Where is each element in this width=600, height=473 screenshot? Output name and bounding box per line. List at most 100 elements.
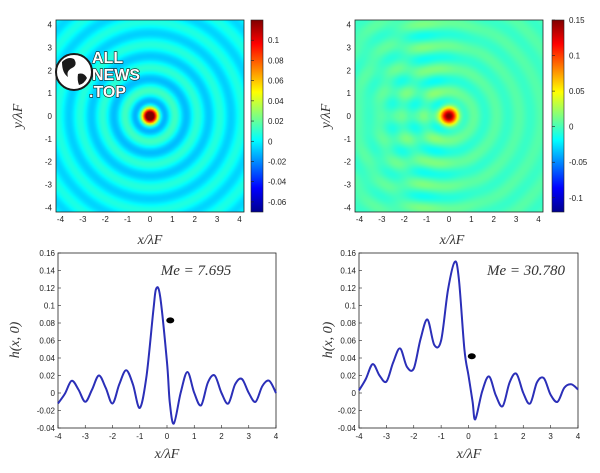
x-tick-label: -3 xyxy=(79,215,87,224)
x-tick-label: -4 xyxy=(355,432,363,441)
memory-parameter-left: Me = 7.695 xyxy=(160,263,232,279)
y-axis-label-right: y/λF xyxy=(319,103,334,130)
x-tick-label: -1 xyxy=(136,432,144,441)
y-tick-label: -0.04 xyxy=(338,424,357,433)
y-tick-label: -0.02 xyxy=(338,407,357,416)
x-tick-labels-left: -4 -3 -2 -1 0 1 2 3 4 xyxy=(57,215,242,224)
colorbar-tick-label: 0 xyxy=(268,137,273,146)
globe-icon xyxy=(55,53,93,91)
colorbar-tick-label: -0.1 xyxy=(569,194,583,203)
y-tick-label: 4 xyxy=(347,21,352,30)
watermark-line-2: NEWS xyxy=(92,67,140,84)
x-axis-label-left: x/λF xyxy=(137,233,163,248)
y-axis-label-bottom-right: h(x, 0) xyxy=(321,321,336,358)
wave-field-image-left xyxy=(56,20,244,212)
x-tick-label: -2 xyxy=(102,215,110,224)
x-tick-label: -1 xyxy=(438,432,446,441)
x-tick-label: 4 xyxy=(274,432,279,441)
y-axis-label-bottom-left: h(x, 0) xyxy=(8,321,23,358)
x-tick-label: -1 xyxy=(124,215,132,224)
x-tick-label: -2 xyxy=(401,215,409,224)
y-tick-labels-right: -4 -3 -2 -1 0 1 2 3 4 xyxy=(344,21,352,213)
y-tick-label: 0.1 xyxy=(44,302,56,311)
y-tick-label: 0 xyxy=(347,112,352,121)
y-tick-label: -1 xyxy=(344,135,352,144)
x-tick-label: 4 xyxy=(576,432,581,441)
x-tick-label: -3 xyxy=(82,432,90,441)
x-tick-label: 1 xyxy=(469,215,474,224)
drop-marker-right xyxy=(467,353,476,360)
plot-frame-right xyxy=(358,252,579,429)
colorbar-tick-label: 0.06 xyxy=(268,77,284,86)
colorbar-left xyxy=(250,19,264,213)
y-tick-label: -3 xyxy=(45,181,53,190)
y-tick-label: -4 xyxy=(344,203,352,212)
x-tick-label: 2 xyxy=(492,215,497,224)
y-tick-label: -0.02 xyxy=(37,407,56,416)
colorbar-tick-label: -0.05 xyxy=(569,158,588,167)
x-tick-label: 0 xyxy=(165,432,170,441)
x-tick-label: -3 xyxy=(383,432,391,441)
colorbar-tick-label: 0.15 xyxy=(569,16,585,25)
height-profile-curve-right xyxy=(358,260,579,421)
wave-field-image-right xyxy=(355,20,543,212)
y-tick-label: -3 xyxy=(344,181,352,190)
y-tick-label: 0.02 xyxy=(340,372,356,381)
x-tick-label: -3 xyxy=(378,215,386,224)
x-tick-label: 1 xyxy=(170,215,175,224)
y-tick-label: 0.12 xyxy=(340,284,356,293)
y-tick-label: -2 xyxy=(344,158,352,167)
y-tick-label: 0.12 xyxy=(39,284,55,293)
y-tick-label: 2 xyxy=(48,66,53,75)
watermark-line-1: ALL xyxy=(92,50,123,67)
x-tick-label: -4 xyxy=(356,215,364,224)
x-tick-label: 2 xyxy=(193,215,198,224)
x-tick-label: -2 xyxy=(410,432,418,441)
heatmap-frame-left xyxy=(55,19,245,213)
x-tick-label: 1 xyxy=(192,432,197,441)
x-tick-label: 3 xyxy=(215,215,220,224)
y-tick-label: 0.06 xyxy=(39,337,55,346)
drop-marker-left xyxy=(166,317,175,324)
colorbar-tick-label: 0.02 xyxy=(268,117,284,126)
x-tick-label: 0 xyxy=(447,215,452,224)
x-tick-labels-right: -4 -3 -2 -1 0 1 2 3 4 xyxy=(356,215,541,224)
colorbar-tick-label: -0.04 xyxy=(268,178,287,187)
axis-ticks-left: -4 -3 -2 -1 0 1 2 3 4 0.16 0.14 0.12 0.1 0.08 0.06 0.04… xyxy=(37,249,279,441)
y-tick-label: -4 xyxy=(45,203,53,212)
colorbar-tick-label: 0.1 xyxy=(268,36,280,45)
x-tick-label: 2 xyxy=(521,432,526,441)
y-tick-label: 1 xyxy=(347,89,352,98)
colorbar-tick-label: 0.1 xyxy=(569,52,581,61)
height-profile-curve-left xyxy=(57,286,277,425)
y-tick-label: 0 xyxy=(51,389,56,398)
x-tick-label: 2 xyxy=(219,432,224,441)
y-tick-label: 0.14 xyxy=(340,267,356,276)
x-tick-label: 3 xyxy=(514,215,519,224)
y-tick-label: 0.14 xyxy=(39,267,55,276)
y-tick-label: -1 xyxy=(45,135,53,144)
plot-frame-left xyxy=(57,252,277,429)
y-tick-label: 0.1 xyxy=(345,302,357,311)
y-tick-label: 4 xyxy=(48,21,53,30)
x-tick-label: -4 xyxy=(57,215,65,224)
x-tick-label: 0 xyxy=(148,215,153,224)
watermark-logo: ALL NEWS .TOP xyxy=(55,49,141,102)
y-tick-label: 3 xyxy=(48,43,53,52)
colorbar-ticks-right: 0.15 0.1 0.05 0 -0.05 -0.1 xyxy=(552,16,588,203)
x-tick-label: 3 xyxy=(247,432,252,441)
x-tick-label: 0 xyxy=(466,432,471,441)
y-tick-label: 1 xyxy=(48,89,53,98)
colorbar-tick-label: -0.06 xyxy=(268,198,287,207)
y-tick-label: 0 xyxy=(48,112,53,121)
colorbar-tick-label: 0 xyxy=(569,123,574,132)
line-plot-left: -4 -3 -2 -1 0 1 2 3 4 0.16 0.14 0.12 0.1 0.08 0.06 0.04… xyxy=(8,249,279,462)
x-tick-label: -2 xyxy=(109,432,117,441)
x-axis-label-bottom-right: x/λF xyxy=(456,447,482,462)
memory-parameter-right: Me = 30.780 xyxy=(486,263,566,279)
x-tick-label: 4 xyxy=(237,215,242,224)
y-tick-label: 0.08 xyxy=(39,319,55,328)
